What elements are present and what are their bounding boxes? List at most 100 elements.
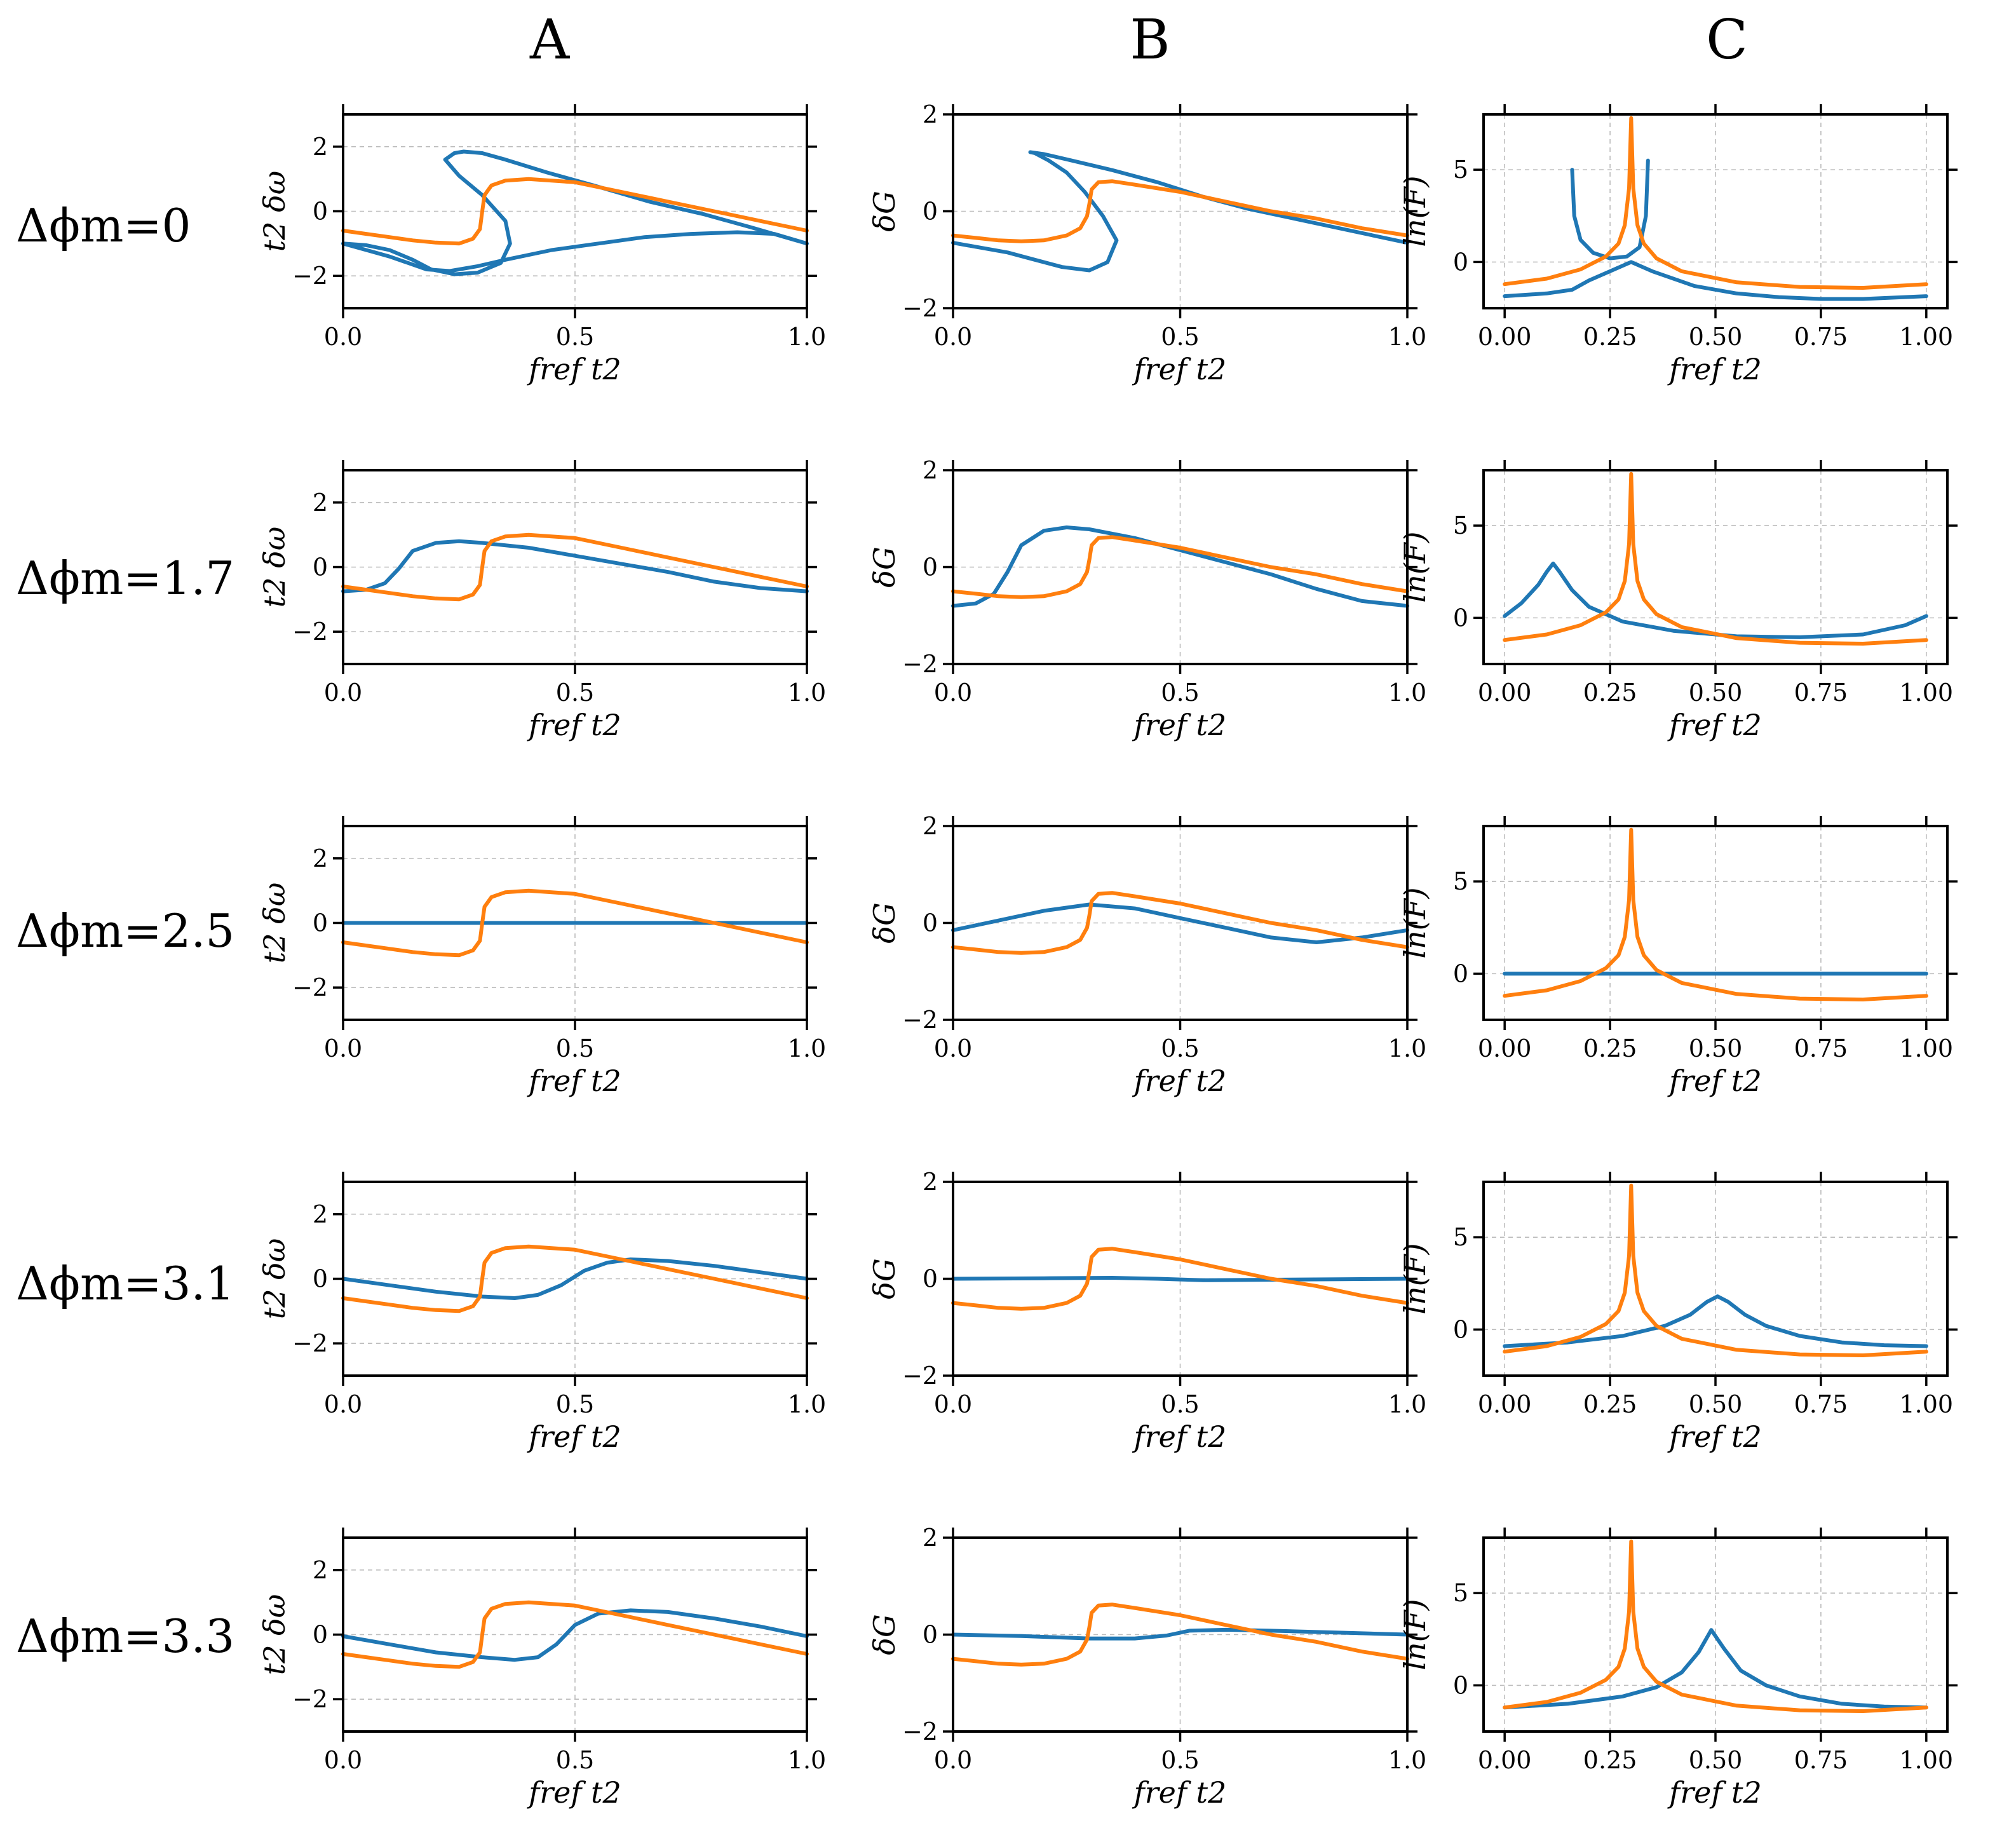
- x-tick-label: 0.0: [934, 1746, 972, 1774]
- y-tick-label: 5: [1453, 867, 1468, 895]
- subplot-c-0: 0.00 0.25 0.50 0.75 1.00 0 5 fref t2 ln(F): [1398, 104, 1958, 386]
- y-tick-label: 0: [1453, 1671, 1468, 1699]
- y-tick-label: 5: [1453, 1223, 1468, 1251]
- x-axis-label: fref t2: [1667, 1775, 1762, 1810]
- x-tick-label: 0.75: [1794, 1034, 1848, 1062]
- y-tick-label: 5: [1453, 1579, 1468, 1607]
- series-orange-line: [951, 1603, 1409, 1667]
- x-axis-label: fref t2: [527, 1420, 621, 1454]
- x-tick-label: 0.5: [556, 1746, 594, 1774]
- y-tick-label: 0: [313, 909, 328, 937]
- subplot-b-1: 0.0 0.5 1.0 −2 0 2 fref t2 δG: [867, 456, 1426, 742]
- panels: 0.0 0.5 1.0 −2 0 2 fref t2 t2 δω 0.0 0.5 1.0 −2 0 2 fr…: [257, 100, 1958, 1810]
- series-blue-line: [951, 1627, 1409, 1641]
- series-orange-line: [341, 1600, 809, 1669]
- y-axis-label: δG: [867, 1614, 902, 1655]
- series-orange-line: [951, 179, 1409, 243]
- series-orange-line: [341, 888, 809, 958]
- y-tick-label: 0: [923, 1265, 938, 1293]
- row-label-3: Δϕm=3.1: [16, 1257, 234, 1310]
- x-tick-label: 0.75: [1794, 1746, 1848, 1774]
- series-orange-line: [951, 1247, 1409, 1311]
- x-tick-label: 0.5: [1161, 1034, 1199, 1062]
- x-tick-label: 0.0: [324, 323, 362, 351]
- row-label-4: Δϕm=3.3: [16, 1610, 234, 1663]
- x-tick-label: 0.50: [1689, 1390, 1743, 1418]
- x-tick-label: 0.0: [324, 1034, 362, 1062]
- y-tick-label: 0: [313, 198, 328, 226]
- x-tick-label: 1.0: [788, 679, 826, 707]
- series-blue-line: [1503, 1628, 1928, 1710]
- x-axis-label: fref t2: [1132, 1064, 1227, 1098]
- series-blue-line: [1503, 1294, 1928, 1348]
- x-tick-label: 1.0: [1388, 1034, 1426, 1062]
- series-blue-line: [951, 525, 1409, 608]
- y-tick-label: 0: [313, 1621, 328, 1649]
- x-tick-label: 0.0: [934, 1034, 972, 1062]
- x-axis-label: fref t2: [1132, 1775, 1227, 1810]
- x-tick-label: 1.0: [1388, 679, 1426, 707]
- x-tick-label: 0.5: [556, 1034, 594, 1062]
- series-blue-line: [341, 1608, 809, 1662]
- x-tick-label: 0.00: [1478, 323, 1532, 351]
- y-tick-label: −2: [292, 973, 328, 1001]
- row-label-0: Δϕm=0: [16, 199, 191, 252]
- y-tick-label: 0: [1453, 1315, 1468, 1343]
- y-tick-label: 2: [313, 133, 328, 161]
- series-orange-line: [951, 891, 1409, 955]
- x-tick-label: 0.50: [1689, 323, 1743, 351]
- y-axis-label: δG: [867, 902, 902, 943]
- x-tick-label: 0.00: [1478, 679, 1532, 707]
- y-axis-label: δG: [867, 1258, 902, 1299]
- y-tick-label: −2: [902, 1362, 938, 1390]
- series-blue-line: [341, 1257, 809, 1300]
- x-axis-label: fref t2: [527, 352, 621, 386]
- x-tick-label: 0.00: [1478, 1390, 1532, 1418]
- series-orange-line: [341, 1244, 809, 1313]
- x-tick-label: 0.5: [1161, 323, 1199, 351]
- y-axis-label: t2 δω: [257, 527, 292, 608]
- x-tick-label: 0.0: [934, 323, 972, 351]
- y-tick-label: −2: [902, 650, 938, 678]
- x-tick-label: 0.75: [1794, 679, 1848, 707]
- y-tick-label: 2: [313, 1200, 328, 1228]
- subplot-a-1: 0.0 0.5 1.0 −2 0 2 fref t2 t2 δω: [257, 460, 826, 742]
- y-axis-label: ln(F): [1398, 175, 1432, 247]
- x-axis-label: fref t2: [1667, 708, 1762, 742]
- y-tick-label: −2: [902, 294, 938, 322]
- x-tick-label: 0.5: [556, 323, 594, 351]
- subplot-c-1: 0.00 0.25 0.50 0.75 1.00 0 5 fref t2 ln(F): [1398, 460, 1958, 742]
- y-tick-label: 2: [313, 489, 328, 517]
- y-tick-label: −2: [902, 1006, 938, 1034]
- subplot-b-2: 0.0 0.5 1.0 −2 0 2 fref t2 δG: [867, 812, 1426, 1098]
- x-tick-label: 1.00: [1900, 1390, 1954, 1418]
- y-tick-label: 5: [1453, 512, 1468, 539]
- x-tick-label: 1.00: [1900, 679, 1954, 707]
- y-tick-label: 2: [313, 844, 328, 872]
- x-tick-label: 0.0: [934, 679, 972, 707]
- subplot-b-4: 0.0 0.5 1.0 −2 0 2 fref t2 δG: [867, 1524, 1426, 1810]
- x-tick-label: 1.0: [788, 1390, 826, 1418]
- subplot-a-4: 0.0 0.5 1.0 −2 0 2 fref t2 t2 δω: [257, 1528, 826, 1810]
- y-tick-label: 0: [923, 198, 938, 226]
- x-tick-label: 0.5: [1161, 1390, 1199, 1418]
- y-axis-label: ln(F): [1398, 531, 1432, 602]
- series-orange-line: [1503, 827, 1928, 1001]
- y-tick-label: 2: [923, 100, 938, 128]
- x-tick-label: 0.5: [556, 1390, 594, 1418]
- y-tick-label: −2: [292, 1685, 328, 1713]
- y-axis-label: ln(F): [1398, 1599, 1432, 1670]
- y-tick-label: 2: [923, 1524, 938, 1552]
- x-axis-label: fref t2: [527, 1064, 621, 1098]
- y-tick-label: −2: [292, 618, 328, 646]
- x-tick-label: 1.0: [788, 323, 826, 351]
- x-tick-label: 0.25: [1583, 1390, 1637, 1418]
- subplot-a-2: 0.0 0.5 1.0 −2 0 2 fref t2 t2 δω: [257, 816, 826, 1098]
- row-label-1: Δϕm=1.7: [16, 552, 234, 605]
- y-tick-label: 2: [923, 812, 938, 840]
- y-axis-label: δG: [867, 191, 902, 231]
- x-axis-label: fref t2: [1667, 352, 1762, 386]
- y-tick-label: −2: [292, 1329, 328, 1357]
- x-axis-label: fref t2: [527, 708, 621, 742]
- x-tick-label: 1.00: [1900, 1034, 1954, 1062]
